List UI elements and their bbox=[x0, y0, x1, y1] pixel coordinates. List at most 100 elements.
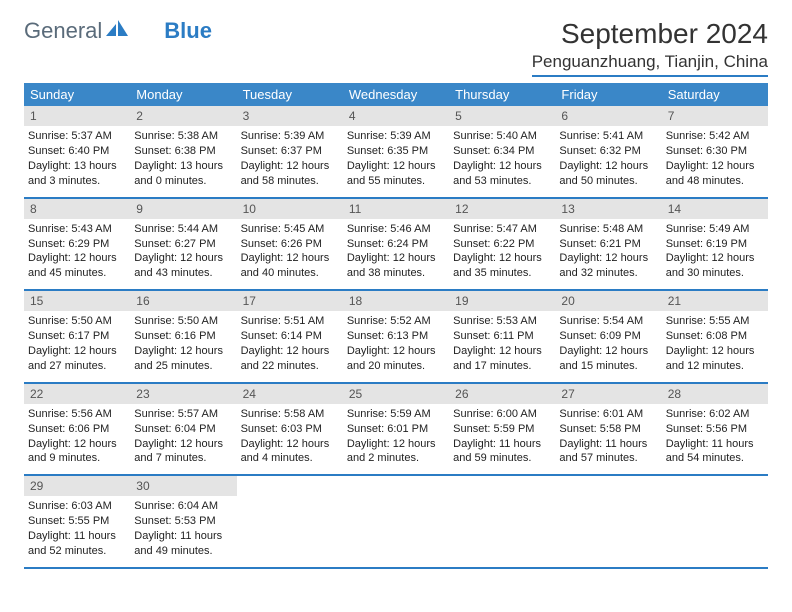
calendar-week: 15Sunrise: 5:50 AMSunset: 6:17 PMDayligh… bbox=[24, 291, 768, 384]
weekday-label: Monday bbox=[130, 83, 236, 106]
day-number: 27 bbox=[555, 384, 661, 404]
calendar-week: 1Sunrise: 5:37 AMSunset: 6:40 PMDaylight… bbox=[24, 106, 768, 199]
daylight-text: Daylight: 12 hours and 43 minutes. bbox=[134, 251, 232, 281]
daylight-text: Daylight: 12 hours and 58 minutes. bbox=[241, 159, 339, 189]
calendar-day: 1Sunrise: 5:37 AMSunset: 6:40 PMDaylight… bbox=[24, 106, 130, 197]
day-body: Sunrise: 5:47 AMSunset: 6:22 PMDaylight:… bbox=[449, 221, 555, 289]
sunrise-text: Sunrise: 6:04 AM bbox=[134, 499, 232, 514]
daylight-text: Daylight: 12 hours and 50 minutes. bbox=[559, 159, 657, 189]
day-body: Sunrise: 5:56 AMSunset: 6:06 PMDaylight:… bbox=[24, 406, 130, 474]
sunset-text: Sunset: 6:37 PM bbox=[241, 144, 339, 159]
sunset-text: Sunset: 6:26 PM bbox=[241, 237, 339, 252]
day-number: 3 bbox=[237, 106, 343, 126]
sunset-text: Sunset: 6:14 PM bbox=[241, 329, 339, 344]
daylight-text: Daylight: 12 hours and 2 minutes. bbox=[347, 437, 445, 467]
sunrise-text: Sunrise: 5:39 AM bbox=[347, 129, 445, 144]
daylight-text: Daylight: 13 hours and 0 minutes. bbox=[134, 159, 232, 189]
daylight-text: Daylight: 12 hours and 22 minutes. bbox=[241, 344, 339, 374]
calendar-day: 22Sunrise: 5:56 AMSunset: 6:06 PMDayligh… bbox=[24, 384, 130, 475]
sunset-text: Sunset: 6:40 PM bbox=[28, 144, 126, 159]
calendar-day: 9Sunrise: 5:44 AMSunset: 6:27 PMDaylight… bbox=[130, 199, 236, 290]
daylight-text: Daylight: 12 hours and 35 minutes. bbox=[453, 251, 551, 281]
day-number: 6 bbox=[555, 106, 661, 126]
sunset-text: Sunset: 6:01 PM bbox=[347, 422, 445, 437]
sunset-text: Sunset: 6:38 PM bbox=[134, 144, 232, 159]
day-number: 5 bbox=[449, 106, 555, 126]
day-number: 16 bbox=[130, 291, 236, 311]
sunset-text: Sunset: 6:17 PM bbox=[28, 329, 126, 344]
day-body: Sunrise: 6:00 AMSunset: 5:59 PMDaylight:… bbox=[449, 406, 555, 474]
sunset-text: Sunset: 6:32 PM bbox=[559, 144, 657, 159]
day-number: 12 bbox=[449, 199, 555, 219]
day-body: Sunrise: 5:37 AMSunset: 6:40 PMDaylight:… bbox=[24, 128, 130, 196]
logo-sail-icon bbox=[106, 18, 128, 44]
calendar-day: 30Sunrise: 6:04 AMSunset: 5:53 PMDayligh… bbox=[130, 476, 236, 567]
weekday-label: Tuesday bbox=[237, 83, 343, 106]
day-body bbox=[237, 482, 343, 540]
page-title: September 2024 bbox=[532, 18, 768, 50]
calendar-day: 26Sunrise: 6:00 AMSunset: 5:59 PMDayligh… bbox=[449, 384, 555, 475]
day-number: 1 bbox=[24, 106, 130, 126]
day-body: Sunrise: 5:50 AMSunset: 6:16 PMDaylight:… bbox=[130, 313, 236, 381]
day-body: Sunrise: 6:02 AMSunset: 5:56 PMDaylight:… bbox=[662, 406, 768, 474]
calendar-day: 24Sunrise: 5:58 AMSunset: 6:03 PMDayligh… bbox=[237, 384, 343, 475]
daylight-text: Daylight: 12 hours and 20 minutes. bbox=[347, 344, 445, 374]
day-body: Sunrise: 5:53 AMSunset: 6:11 PMDaylight:… bbox=[449, 313, 555, 381]
sunrise-text: Sunrise: 5:44 AM bbox=[134, 222, 232, 237]
sunset-text: Sunset: 6:24 PM bbox=[347, 237, 445, 252]
calendar-day: 25Sunrise: 5:59 AMSunset: 6:01 PMDayligh… bbox=[343, 384, 449, 475]
daylight-text: Daylight: 12 hours and 32 minutes. bbox=[559, 251, 657, 281]
day-number: 22 bbox=[24, 384, 130, 404]
weekday-label: Thursday bbox=[449, 83, 555, 106]
calendar-day: 4Sunrise: 5:39 AMSunset: 6:35 PMDaylight… bbox=[343, 106, 449, 197]
calendar-day: 29Sunrise: 6:03 AMSunset: 5:55 PMDayligh… bbox=[24, 476, 130, 567]
sunset-text: Sunset: 5:56 PM bbox=[666, 422, 764, 437]
calendar-day: 2Sunrise: 5:38 AMSunset: 6:38 PMDaylight… bbox=[130, 106, 236, 197]
day-number: 26 bbox=[449, 384, 555, 404]
day-number: 29 bbox=[24, 476, 130, 496]
sunset-text: Sunset: 5:59 PM bbox=[453, 422, 551, 437]
daylight-text: Daylight: 12 hours and 55 minutes. bbox=[347, 159, 445, 189]
sunset-text: Sunset: 5:53 PM bbox=[134, 514, 232, 529]
sunset-text: Sunset: 5:55 PM bbox=[28, 514, 126, 529]
day-number: 17 bbox=[237, 291, 343, 311]
daylight-text: Daylight: 12 hours and 40 minutes. bbox=[241, 251, 339, 281]
sunrise-text: Sunrise: 5:51 AM bbox=[241, 314, 339, 329]
daylight-text: Daylight: 12 hours and 17 minutes. bbox=[453, 344, 551, 374]
sunset-text: Sunset: 6:09 PM bbox=[559, 329, 657, 344]
daylight-text: Daylight: 12 hours and 7 minutes. bbox=[134, 437, 232, 467]
day-body: Sunrise: 5:55 AMSunset: 6:08 PMDaylight:… bbox=[662, 313, 768, 381]
day-body: Sunrise: 5:52 AMSunset: 6:13 PMDaylight:… bbox=[343, 313, 449, 381]
sunrise-text: Sunrise: 5:56 AM bbox=[28, 407, 126, 422]
sunset-text: Sunset: 6:13 PM bbox=[347, 329, 445, 344]
sunrise-text: Sunrise: 5:40 AM bbox=[453, 129, 551, 144]
day-body: Sunrise: 6:04 AMSunset: 5:53 PMDaylight:… bbox=[130, 498, 236, 566]
calendar-day bbox=[343, 476, 449, 567]
weekday-header: Sunday Monday Tuesday Wednesday Thursday… bbox=[24, 83, 768, 106]
calendar-day: 27Sunrise: 6:01 AMSunset: 5:58 PMDayligh… bbox=[555, 384, 661, 475]
day-body: Sunrise: 5:39 AMSunset: 6:37 PMDaylight:… bbox=[237, 128, 343, 196]
day-body: Sunrise: 5:43 AMSunset: 6:29 PMDaylight:… bbox=[24, 221, 130, 289]
logo: General Blue bbox=[24, 18, 212, 44]
calendar-day bbox=[449, 476, 555, 567]
calendar-day: 8Sunrise: 5:43 AMSunset: 6:29 PMDaylight… bbox=[24, 199, 130, 290]
day-body: Sunrise: 5:42 AMSunset: 6:30 PMDaylight:… bbox=[662, 128, 768, 196]
sunrise-text: Sunrise: 5:59 AM bbox=[347, 407, 445, 422]
sunset-text: Sunset: 6:03 PM bbox=[241, 422, 339, 437]
weekday-label: Friday bbox=[555, 83, 661, 106]
sunrise-text: Sunrise: 5:50 AM bbox=[134, 314, 232, 329]
sunset-text: Sunset: 6:34 PM bbox=[453, 144, 551, 159]
calendar-day: 20Sunrise: 5:54 AMSunset: 6:09 PMDayligh… bbox=[555, 291, 661, 382]
calendar-day: 5Sunrise: 5:40 AMSunset: 6:34 PMDaylight… bbox=[449, 106, 555, 197]
sunrise-text: Sunrise: 5:50 AM bbox=[28, 314, 126, 329]
daylight-text: Daylight: 12 hours and 27 minutes. bbox=[28, 344, 126, 374]
sunrise-text: Sunrise: 5:52 AM bbox=[347, 314, 445, 329]
day-body bbox=[555, 482, 661, 540]
sunrise-text: Sunrise: 5:54 AM bbox=[559, 314, 657, 329]
sunrise-text: Sunrise: 5:37 AM bbox=[28, 129, 126, 144]
daylight-text: Daylight: 11 hours and 57 minutes. bbox=[559, 437, 657, 467]
daylight-text: Daylight: 12 hours and 9 minutes. bbox=[28, 437, 126, 467]
sunset-text: Sunset: 6:11 PM bbox=[453, 329, 551, 344]
calendar-day: 15Sunrise: 5:50 AMSunset: 6:17 PMDayligh… bbox=[24, 291, 130, 382]
sunrise-text: Sunrise: 5:49 AM bbox=[666, 222, 764, 237]
